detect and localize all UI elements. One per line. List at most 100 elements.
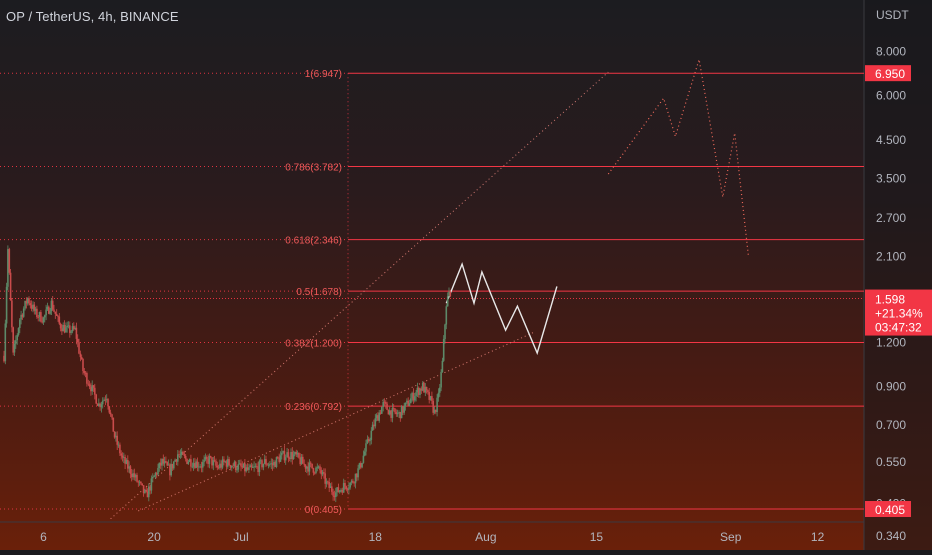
candle-body [225,461,228,467]
candle-body [381,407,383,414]
candle-body [440,371,442,388]
candle-body [362,455,365,463]
candle-body [291,452,294,459]
candle-body [204,457,207,460]
candle-body [244,463,246,472]
x-tick-label: 20 [147,530,161,544]
candle-body [154,473,157,476]
candle-body [161,458,163,466]
candle-body [299,457,301,465]
candle-body [344,483,346,487]
candle-body [416,387,419,393]
candle-body [223,459,225,462]
candle-body [419,388,421,395]
price-badge [865,501,911,518]
candle-body [363,451,366,456]
projection-path[interactable] [445,262,558,356]
candle-body [177,454,179,462]
candle-body [396,413,399,415]
candle-body [179,454,182,456]
candle-body [395,412,398,415]
candle-body [304,464,307,469]
candle-body [367,439,370,442]
candle-body [200,466,203,468]
candle-body [266,464,269,466]
candle-body [71,326,74,332]
candle-body [69,325,71,333]
candle-body [259,460,262,462]
candle-body [174,459,176,462]
candle-body [292,454,295,459]
candle-body [158,462,161,468]
candle-body [316,467,319,469]
candle-body [391,407,394,418]
candle-body [400,406,403,419]
fib-level-label: 1(6.947) [305,69,342,80]
candle-body [132,473,134,477]
candle-body [249,465,251,468]
candle-body [49,311,51,314]
candle-body [263,459,266,464]
candle-body [133,473,136,478]
candle-body [274,461,276,467]
x-tick-label: 6 [40,530,47,544]
candle-body [128,466,130,469]
price-badge [865,65,911,82]
candle-body [270,463,273,464]
candle-body [88,384,91,387]
candle-body [241,466,244,468]
candle-body [84,372,87,374]
candle-body [180,451,183,455]
last-price-badge [865,289,932,336]
candle-body [79,353,82,358]
candle-body [427,390,429,393]
candle-body [117,444,120,446]
candle-body [37,317,39,318]
y-tick-label: 1.200 [876,335,906,349]
candle-body [295,452,298,455]
candle-body [382,401,384,407]
candle-body [80,357,83,359]
candle-body [178,454,180,456]
candle-body [250,465,253,468]
candle-body [306,466,308,469]
x-tick-label: 12 [811,530,825,544]
candle-body [261,460,263,468]
candle-body [313,472,316,474]
candle-body [240,463,242,467]
candle-body [169,464,171,476]
trendline[interactable] [138,332,534,512]
candle-body [404,402,407,407]
fib-level-label: 0.236(0.792) [285,402,342,413]
candle-body [24,300,26,309]
candle-body [130,473,133,478]
candle-body [267,464,270,466]
candle-body [53,309,55,312]
last-price-value: 1.598 [875,293,905,307]
candle-body [415,392,417,397]
candle-body [121,455,124,458]
candle-body [70,331,72,333]
candle-body [171,464,174,469]
candle-body [87,383,90,385]
candle-body [119,444,121,454]
candle-body [392,407,395,409]
candle-body [127,460,129,469]
candle-body [202,462,204,468]
candle-body [271,463,274,466]
candle-body [390,410,392,418]
candle-body [57,315,59,317]
candle-body [365,443,367,452]
candle-body [414,396,416,401]
candle-body [61,328,63,332]
candle-body [98,403,100,406]
candle-body [377,415,379,421]
candle-body [439,387,441,393]
candle-body [366,439,369,444]
chart-title: OP / TetherUS, 4h, BINANCE [6,9,179,24]
candle-body [361,463,363,468]
bar-countdown: 03:47:32 [875,321,922,335]
candle-body [340,489,342,491]
